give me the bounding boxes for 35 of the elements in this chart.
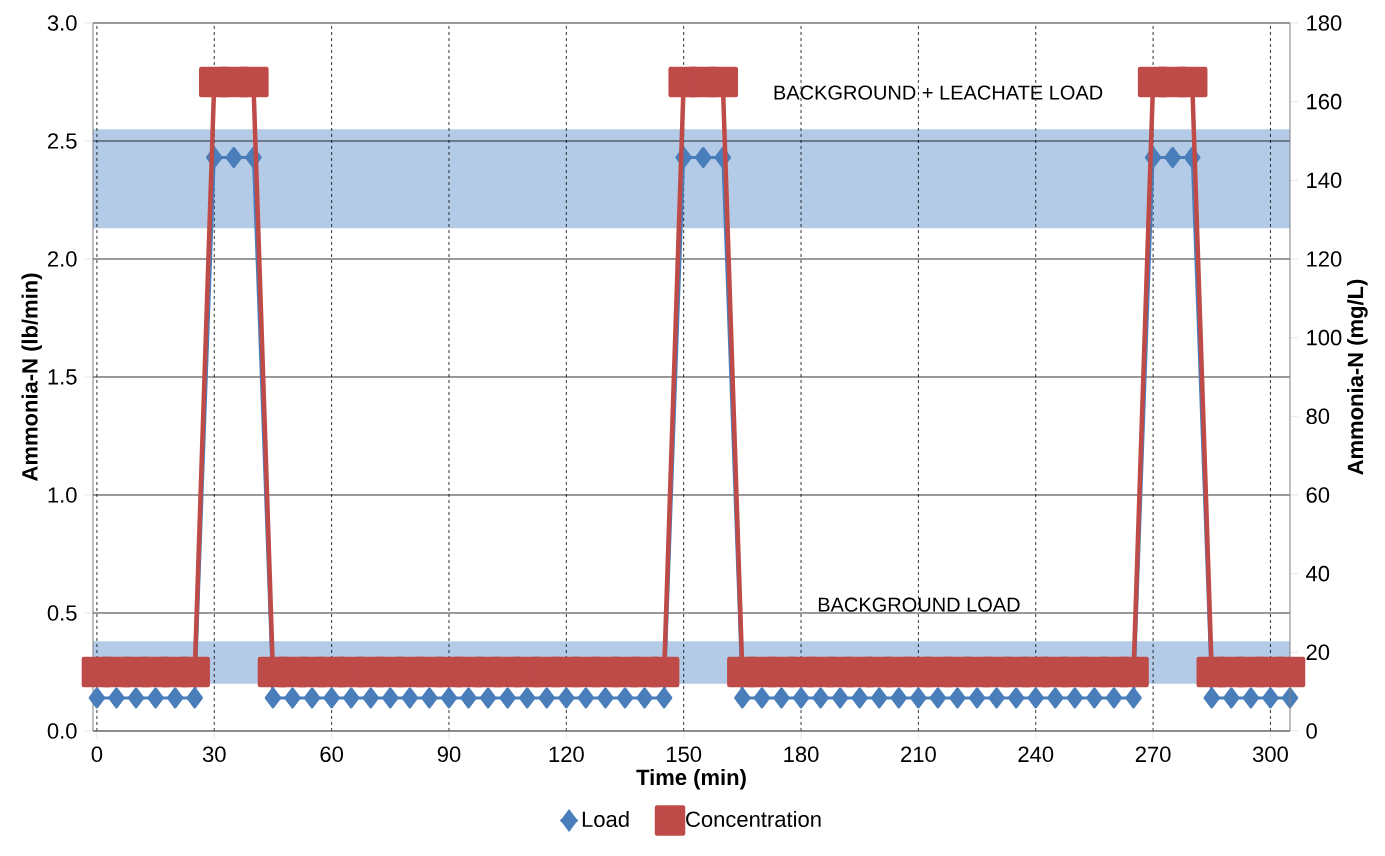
- x-tick-label: 180: [784, 746, 819, 763]
- y-tick-label: 3.0: [47, 15, 77, 31]
- y2-axis-title: Ammonia-N (mg/L): [1347, 279, 1368, 475]
- y2-tick-label: 60: [1306, 487, 1330, 503]
- x-tick-label: 150: [667, 746, 702, 763]
- x-tick-label: 90: [437, 746, 461, 763]
- x-tick-label: 30: [202, 746, 226, 763]
- y2-tick-label: 180: [1307, 15, 1342, 31]
- x-tick-label: 120: [549, 746, 584, 763]
- y2-tick-label: 40: [1306, 565, 1330, 582]
- x-axis-title: Time (min): [636, 768, 746, 790]
- y2-tick-label: 160: [1307, 93, 1342, 110]
- y-tick-label: 2.5: [48, 133, 77, 149]
- x-tick-label: 60: [320, 746, 343, 763]
- legend-label: Concentration: [686, 810, 821, 828]
- y2-tick-label: 20: [1306, 644, 1330, 661]
- x-tick-label: 300: [1252, 746, 1288, 763]
- y2-tick-label: 120: [1307, 251, 1342, 267]
- y-axis-title: Ammonia-N (lb/min): [21, 273, 43, 481]
- x-tick-label: 0: [91, 746, 103, 763]
- y-tick-label: 1.0: [48, 487, 77, 503]
- x-tick-label: 210: [901, 746, 936, 763]
- legend-label: Load: [582, 810, 629, 828]
- y2-tick-label: 80: [1306, 408, 1330, 425]
- y2-tick-label: 140: [1307, 172, 1342, 189]
- y-tick-label: 1.5: [48, 369, 77, 385]
- y2-tick-label: 100: [1307, 329, 1342, 346]
- y2-tick-label: 0: [1306, 723, 1317, 739]
- band-label: BACKGROUND LOAD: [818, 597, 1020, 612]
- y-tick-label: 0.5: [47, 605, 77, 621]
- y-tick-label: 2.0: [48, 251, 77, 267]
- x-tick-label: 270: [1135, 746, 1171, 763]
- x-tick-label: 240: [1018, 746, 1054, 763]
- y-tick-label: 0.0: [47, 723, 77, 739]
- band-label: BACKGROUND + LEACHATE LOAD: [774, 85, 1103, 100]
